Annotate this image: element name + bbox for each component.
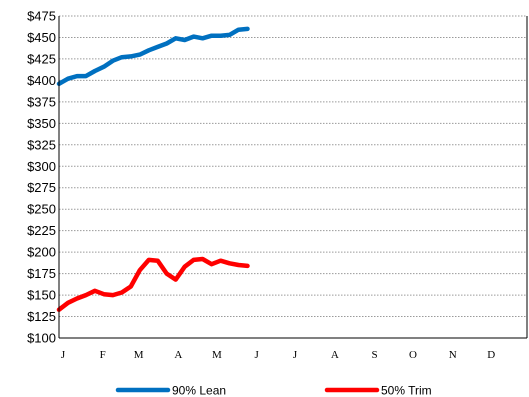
y-tick-label: $225	[27, 223, 56, 238]
y-tick-label: $125	[27, 309, 56, 324]
y-tick-label: $425	[27, 51, 56, 66]
x-tick-label: J	[61, 349, 66, 361]
x-tick-label: J	[254, 349, 259, 361]
series-line-trim	[56, 256, 250, 312]
gridlines	[59, 15, 527, 318]
y-tick-label: $325	[27, 137, 56, 152]
y-tick-label: $175	[27, 266, 56, 281]
y-tick-label: $300	[27, 159, 56, 174]
axes	[58, 16, 528, 339]
y-tick-label: $200	[27, 245, 56, 260]
series-lines	[56, 26, 250, 312]
x-tick-label: F	[100, 349, 106, 361]
y-tick-label: $400	[27, 73, 56, 88]
y-tick-label: $250	[27, 202, 56, 217]
y-tick-label: $350	[27, 116, 56, 131]
series-line-lean	[56, 26, 250, 87]
legend-label: 50% Trim	[381, 384, 432, 397]
x-tick-label: J	[293, 349, 298, 361]
y-tick-label: $375	[27, 94, 56, 109]
y-tick-label: $150	[27, 288, 56, 303]
legend: 90% Lean 50% Trim	[115, 384, 432, 397]
x-tick-label: M	[212, 349, 222, 361]
y-tick-label: $450	[27, 30, 56, 45]
y-tick-label: $100	[27, 331, 56, 346]
x-tick-label: M	[134, 349, 144, 361]
y-tick-label: $275	[27, 180, 56, 195]
x-tick-label: D	[487, 349, 495, 361]
x-tick-label: A	[174, 349, 182, 361]
x-tick-label: O	[409, 349, 417, 361]
x-tick-label: S	[372, 349, 378, 361]
y-tick-label: $475	[27, 9, 56, 24]
x-tick-label: N	[449, 349, 457, 361]
y-axis-tick-labels: $475 $450 $425 $400 $375 $350 $325 $300 $275 $250…	[27, 9, 56, 346]
legend-label: 90% Lean	[172, 384, 226, 397]
x-tick-label: A	[331, 349, 339, 361]
